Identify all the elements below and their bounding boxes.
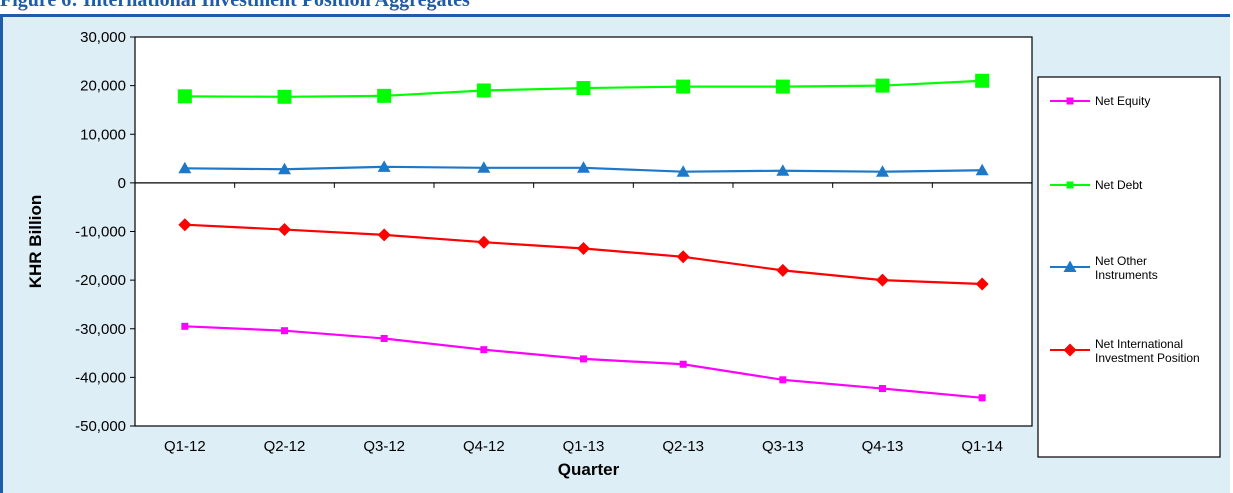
data-point-net-other-instruments [676, 165, 690, 177]
legend-label-line: Net Debt [1095, 178, 1143, 192]
data-point-net-equity [580, 355, 587, 363]
x-tick-label: Q2-13 [662, 438, 704, 455]
y-tick-label: -30,000 [75, 321, 126, 338]
x-tick-label: Q3-13 [762, 438, 804, 455]
series-net-international-investment-position [178, 218, 989, 291]
legend-swatch-marker [1063, 343, 1077, 357]
data-point-net-debt [277, 89, 292, 104]
data-point-net-equity [281, 327, 288, 335]
data-point-net-debt [875, 78, 890, 93]
series-net-other-instruments [178, 160, 989, 177]
legend-item-net-other-instruments: Net Other Instruments [1050, 254, 1158, 282]
plot-area [134, 36, 1033, 427]
data-point-net-international-investment-position [676, 250, 690, 264]
series-net-debt [177, 73, 990, 104]
legend-label-line: Net Other [1095, 254, 1147, 268]
data-point-net-debt [377, 88, 392, 103]
data-point-net-international-investment-position [377, 228, 391, 242]
y-tick-label: 0 [118, 175, 126, 192]
data-point-net-debt [676, 79, 691, 94]
x-tick-label: Q2-12 [264, 438, 306, 455]
legend-swatch-marker [1066, 181, 1074, 189]
data-point-net-equity [679, 360, 687, 368]
figure-title: Figure 6: International Investment Posit… [0, 0, 470, 11]
data-point-net-other-instruments [477, 161, 491, 173]
data-point-net-other-instruments [577, 161, 590, 173]
data-point-net-other-instruments [776, 164, 790, 176]
data-point-net-equity [380, 334, 388, 342]
data-point-net-equity [181, 322, 189, 330]
y-tick-label: 30,000 [80, 29, 126, 46]
y-tick-label: -40,000 [75, 369, 126, 386]
data-point-net-international-investment-position [876, 273, 889, 287]
x-tick-label: Q1-14 [961, 438, 1003, 455]
legend-label-line: Investment Position [1095, 351, 1200, 365]
data-point-net-debt [177, 89, 192, 104]
y-tick-label: 20,000 [80, 78, 126, 95]
legend-item-net-international-investment-position: Net International Investment Position [1050, 337, 1200, 365]
data-point-net-international-investment-position [278, 223, 291, 237]
x-tick-label: Q3-12 [363, 438, 405, 455]
series-net-equity [181, 322, 986, 402]
chart-frame: 30,000 20,000 10,000 0 -10,000 -20,000 -30,000… [0, 14, 1230, 493]
data-point-net-other-instruments [975, 163, 989, 176]
legend-label-line: Instruments [1095, 268, 1158, 282]
legend-label: Net International Investment Position [1095, 337, 1200, 365]
data-point-net-international-investment-position [975, 277, 989, 291]
y-tick-label: 10,000 [80, 126, 126, 143]
y-tick-label: -10,000 [75, 224, 126, 241]
data-point-net-debt [476, 83, 491, 98]
data-point-net-equity [879, 385, 886, 393]
x-tick-label: Q1-13 [563, 438, 605, 455]
x-tick-label: Q4-12 [463, 438, 505, 455]
legend-item-net-equity: Net Equity [1050, 94, 1150, 108]
data-point-net-debt [975, 73, 990, 88]
data-point-net-other-instruments [876, 165, 889, 177]
data-point-net-equity [480, 346, 488, 354]
x-tick-label: Q4-13 [862, 438, 904, 455]
legend-swatch-marker [1063, 260, 1077, 272]
y-tick-label: -50,000 [75, 418, 126, 435]
legend-label: Net Debt [1095, 178, 1143, 192]
data-point-net-other-instruments [178, 161, 192, 174]
data-point-net-other-instruments [278, 162, 291, 175]
data-point-net-equity [978, 394, 986, 402]
data-point-net-international-investment-position [178, 218, 192, 232]
data-point-net-international-investment-position [577, 242, 590, 256]
legend-item-net-debt: Net Debt [1050, 178, 1143, 192]
legend-label: Net Other Instruments [1095, 254, 1158, 282]
data-point-net-equity [779, 376, 787, 384]
data-point-net-debt [576, 81, 591, 96]
legend-label: Net Equity [1095, 94, 1150, 108]
data-point-net-other-instruments [377, 160, 391, 172]
x-tick-label: Q1-12 [164, 438, 206, 455]
x-axis-title: Quarter [558, 460, 620, 479]
y-tick-label: -20,000 [75, 272, 126, 289]
y-axis-title: KHR Billion [26, 195, 45, 289]
data-point-net-debt [775, 79, 790, 94]
legend-swatch-marker [1066, 97, 1074, 105]
line-chart: 30,000 20,000 10,000 0 -10,000 -20,000 -30,000… [26, 29, 1221, 479]
legend-label-line: Net International [1095, 337, 1183, 351]
data-point-net-international-investment-position [477, 235, 491, 249]
data-point-net-international-investment-position [776, 263, 790, 277]
legend-label-line: Net Equity [1095, 94, 1150, 108]
